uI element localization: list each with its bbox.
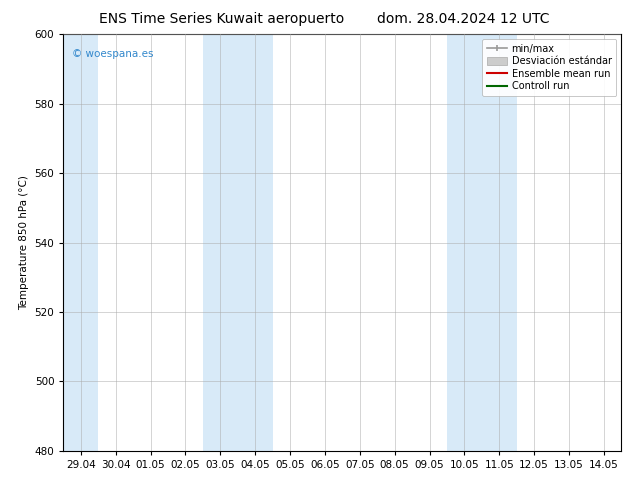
Text: dom. 28.04.2024 12 UTC: dom. 28.04.2024 12 UTC (377, 12, 549, 26)
Bar (63, 34, 98, 451)
Y-axis label: Temperature 850 hPa (°C): Temperature 850 hPa (°C) (19, 175, 29, 310)
Bar (447, 34, 517, 451)
Legend: min/max, Desviación estándar, Ensemble mean run, Controll run: min/max, Desviación estándar, Ensemble m… (482, 39, 616, 96)
Text: ENS Time Series Kuwait aeropuerto: ENS Time Series Kuwait aeropuerto (100, 12, 344, 26)
Bar (203, 34, 273, 451)
Text: © woespana.es: © woespana.es (72, 49, 153, 59)
